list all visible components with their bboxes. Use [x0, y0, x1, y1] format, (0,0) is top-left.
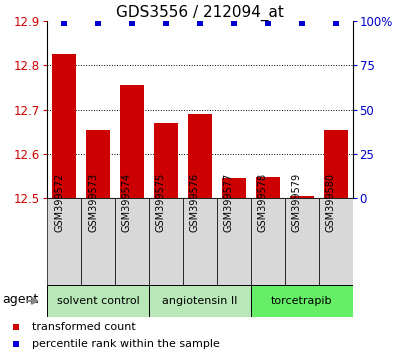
Bar	[221, 178, 245, 198]
Bar	[148, 285, 250, 317]
Text: GSM399575: GSM399575	[155, 173, 166, 232]
Text: agent: agent	[2, 293, 38, 306]
Text: torcetrapib: torcetrapib	[270, 296, 332, 306]
Bar	[81, 198, 115, 285]
Bar	[250, 285, 352, 317]
Bar	[284, 198, 318, 285]
Text: angiotensin II: angiotensin II	[162, 296, 237, 306]
Bar	[250, 198, 284, 285]
Text: GSM399579: GSM399579	[291, 173, 301, 232]
Text: solvent control: solvent control	[56, 296, 139, 306]
Text: transformed count: transformed count	[32, 321, 135, 332]
Bar	[47, 198, 81, 285]
Text: GSM399577: GSM399577	[223, 173, 233, 232]
Text: GSM399576: GSM399576	[189, 173, 200, 232]
Bar	[255, 177, 279, 198]
Bar	[289, 196, 313, 198]
Bar	[52, 55, 76, 198]
Bar	[148, 198, 182, 285]
Text: GSM399580: GSM399580	[325, 173, 335, 232]
Bar	[47, 285, 148, 317]
Bar	[216, 198, 250, 285]
Bar	[120, 85, 144, 198]
Bar	[115, 198, 148, 285]
Text: GSM399572: GSM399572	[54, 173, 64, 232]
Text: percentile rank within the sample: percentile rank within the sample	[32, 339, 219, 349]
Text: GSM399573: GSM399573	[88, 173, 98, 232]
Bar	[86, 130, 110, 198]
Bar	[188, 114, 211, 198]
Bar	[318, 198, 352, 285]
Bar	[154, 123, 178, 198]
Bar	[323, 130, 347, 198]
Bar	[182, 198, 216, 285]
Text: GSM399574: GSM399574	[122, 173, 132, 232]
Title: GDS3556 / 212094_at: GDS3556 / 212094_at	[116, 5, 283, 21]
Text: GSM399578: GSM399578	[257, 173, 267, 232]
